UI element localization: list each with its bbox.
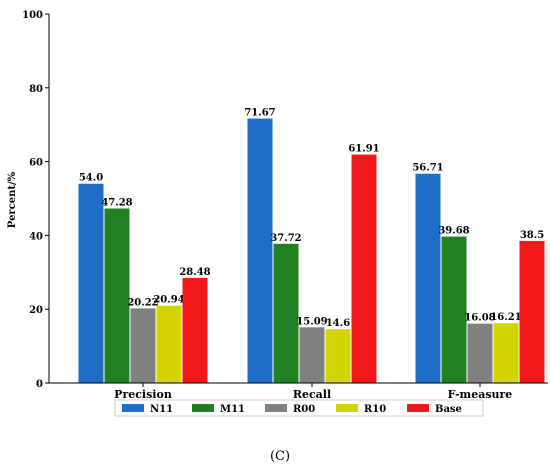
legend-label: N11 <box>150 404 173 415</box>
bar-n11-f-measure <box>415 173 441 383</box>
legend-swatch-n11 <box>122 404 144 412</box>
data-label: 20.22 <box>127 297 158 308</box>
bar-r00-precision <box>130 308 156 383</box>
bar-m11-f-measure <box>441 236 467 383</box>
y-tick-label: 60 <box>29 158 43 169</box>
y-tick-label: 40 <box>29 231 43 242</box>
x-tick-label: Precision <box>114 388 172 401</box>
bar-base-precision <box>182 277 208 383</box>
data-label: 16.08 <box>464 313 495 324</box>
x-tick-label: F-measure <box>448 388 513 401</box>
data-label: 39.68 <box>438 226 469 237</box>
legend: N11 M11 R00 R10 Base <box>114 399 484 417</box>
data-label: 14.6 <box>326 318 350 329</box>
bar-r00-f-measure <box>467 323 493 383</box>
data-label: 37.72 <box>270 233 301 244</box>
data-label: 56.71 <box>412 163 443 174</box>
bar-m11-precision <box>104 208 130 383</box>
bar-r10-precision <box>156 305 182 383</box>
data-label: 20.94 <box>153 295 184 306</box>
bar-n11-precision <box>78 183 104 383</box>
y-axis-title: Percent/% <box>7 171 18 228</box>
x-tick-label: Recall <box>293 388 331 401</box>
data-label: 28.48 <box>179 267 210 278</box>
y-tick-label: 20 <box>29 305 43 316</box>
y-tick-label: 0 <box>36 379 43 390</box>
bar-r00-recall <box>299 327 325 383</box>
legend-swatch-r10 <box>336 404 358 412</box>
figure-caption: (C) <box>270 449 290 464</box>
legend-swatch-m11 <box>192 404 214 412</box>
legend-label: Base <box>435 404 462 415</box>
data-label: 38.5 <box>520 230 544 241</box>
y-tick-label: 100 <box>22 10 43 21</box>
data-label: 54.0 <box>79 173 103 184</box>
data-label: 61.91 <box>348 144 379 155</box>
data-label: 47.28 <box>101 198 132 209</box>
legend-swatch-base <box>407 404 429 412</box>
legend-label: R10 <box>364 404 386 415</box>
bar-n11-recall <box>247 118 273 384</box>
data-label: 16.21 <box>490 312 521 323</box>
bar-r10-f-measure <box>493 323 519 383</box>
data-label: 15.09 <box>296 316 327 327</box>
bar-r10-recall <box>325 329 351 383</box>
y-tick-label: 80 <box>29 84 43 95</box>
legend-label: M11 <box>220 404 245 415</box>
legend-label: R00 <box>293 404 315 415</box>
bar-base-f-measure <box>519 240 545 383</box>
legend-swatch-r00 <box>265 404 287 412</box>
bar-base-recall <box>351 154 377 383</box>
data-label: 71.67 <box>244 108 275 119</box>
bar-m11-recall <box>273 243 299 383</box>
